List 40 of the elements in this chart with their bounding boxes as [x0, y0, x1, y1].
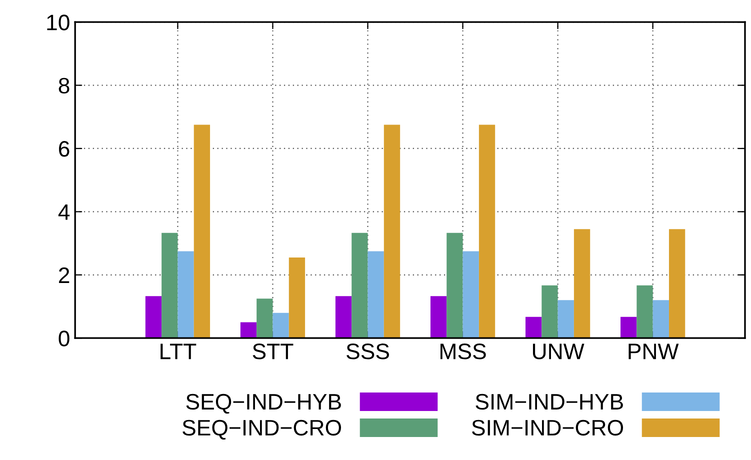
bar	[145, 296, 162, 338]
legend-label: SIM−IND−HYB	[476, 394, 623, 410]
bar	[272, 312, 289, 338]
bar	[525, 316, 542, 338]
y-tick-label: 10	[47, 14, 70, 30]
bar	[446, 232, 463, 338]
y-tick-label: 8	[58, 78, 70, 94]
bar	[288, 258, 306, 338]
y-tick-label: 6	[59, 141, 70, 157]
bar	[352, 232, 368, 338]
bar	[558, 300, 574, 338]
bar	[240, 322, 257, 338]
y-tick-label: 2	[59, 267, 70, 283]
bar	[636, 285, 653, 338]
x-tick-label: PNW	[628, 344, 679, 360]
bar	[542, 285, 558, 338]
bar	[368, 251, 384, 338]
legend-label: SEQ−IND−HYB	[186, 394, 341, 414]
y-tick-label: 0	[58, 330, 70, 346]
bar	[430, 296, 447, 338]
x-tick-label: MSS	[440, 344, 486, 360]
bar	[162, 232, 178, 338]
legend-label: SIM−IND−CRO	[472, 420, 624, 436]
bar	[384, 124, 400, 338]
bar	[335, 296, 352, 338]
bar	[668, 229, 686, 338]
x-tick-label: UNW	[532, 344, 584, 360]
x-tick-label: STT	[252, 344, 294, 360]
bar	[574, 229, 590, 338]
y-tick-label: 4	[58, 204, 70, 220]
x-tick-label: SSS	[346, 344, 389, 360]
x-tick-label: LTT	[160, 344, 196, 360]
bar	[478, 124, 496, 338]
bar	[256, 298, 273, 338]
bar	[652, 300, 669, 338]
bar	[620, 316, 637, 338]
bar	[194, 124, 210, 338]
bar	[178, 251, 194, 338]
bar	[462, 251, 479, 338]
legend-label: SEQ−IND−CRO	[182, 420, 342, 440]
